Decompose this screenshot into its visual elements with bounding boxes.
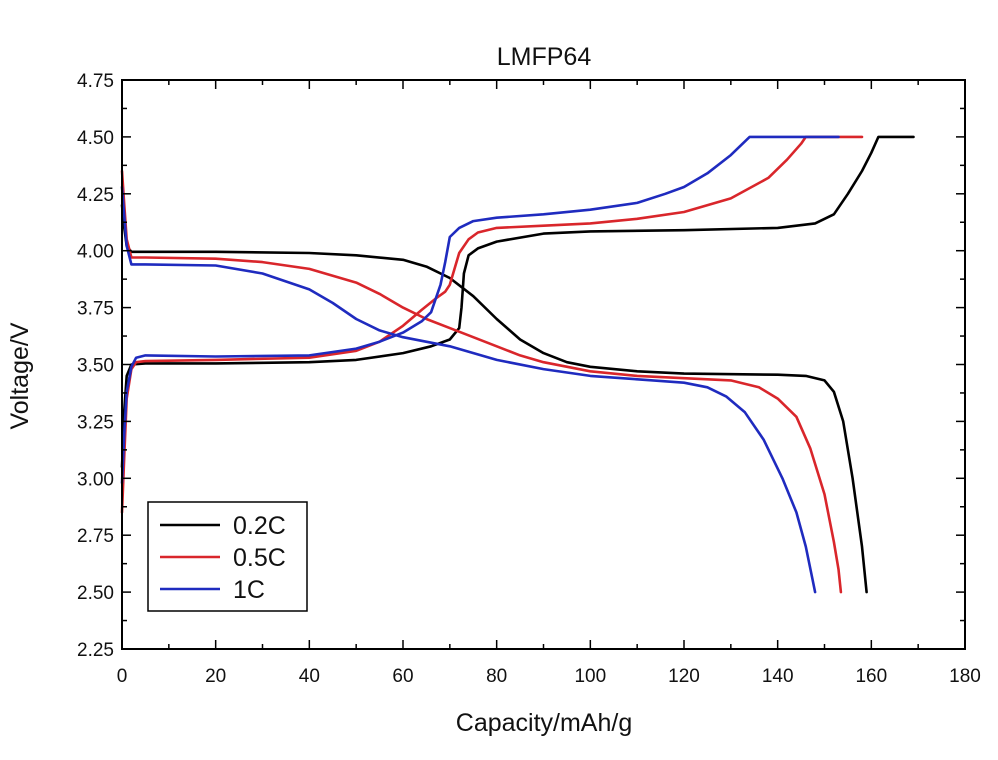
legend-item-0-5c: 0.5C <box>160 544 286 572</box>
y-tick-label: 4.50 <box>77 128 114 149</box>
y-tick-label: 3.75 <box>77 299 114 320</box>
legend-label: 0.2C <box>233 512 286 540</box>
series-0-2c-discharge-line <box>120 203 868 594</box>
x-tick-label: 0 <box>117 666 128 687</box>
x-tick-label: 100 <box>574 666 606 687</box>
series-0-5c-charge-line <box>120 135 864 514</box>
series-1c-discharge-line <box>120 185 817 594</box>
y-tick-label: 3.50 <box>77 356 114 377</box>
series-1c-charge-line <box>120 135 840 485</box>
y-axis-tick-labels: 2.25 2.50 2.75 3.00 3.25 3.50 3.75 4.00 4.25 4.50… <box>77 71 114 661</box>
series-0-2c-charge-line <box>120 135 915 469</box>
legend-item-1c: 1C <box>160 576 265 604</box>
y-tick-label: 2.75 <box>77 526 114 547</box>
y-tick-label: 4.00 <box>77 242 114 263</box>
x-tick-label: 80 <box>486 666 507 687</box>
x-tick-label: 120 <box>668 666 700 687</box>
x-tick-label: 180 <box>949 666 981 687</box>
legend-item-0-2c: 0.2C <box>160 512 286 540</box>
y-tick-label: 3.25 <box>77 412 114 433</box>
x-tick-label: 60 <box>392 666 413 687</box>
y-tick-label: 4.75 <box>77 71 114 92</box>
legend-label: 0.5C <box>233 544 286 572</box>
series-1c <box>120 135 840 594</box>
series-0-5c <box>120 135 864 594</box>
legend: 0.2C 0.5C 1C <box>147 501 308 612</box>
series-layer <box>120 135 915 594</box>
x-axis-tick-labels: 0 20 40 60 80 100 120 140 160 180 <box>117 666 981 687</box>
x-tick-label: 20 <box>205 666 226 687</box>
y-axis-label: Voltage/V <box>6 322 34 429</box>
x-tick-label: 140 <box>762 666 794 687</box>
axis-ticks <box>121 79 966 650</box>
y-tick-label: 4.25 <box>77 185 114 206</box>
x-axis-label: Capacity/mAh/g <box>456 709 632 737</box>
chart-title: LMFP64 <box>497 43 592 71</box>
series-0-2c <box>120 135 915 594</box>
x-tick-label: 40 <box>299 666 320 687</box>
legend-label: 1C <box>233 576 265 604</box>
series-0-5c-discharge-line <box>120 169 843 594</box>
x-tick-label: 160 <box>855 666 887 687</box>
y-tick-label: 2.25 <box>77 640 114 661</box>
y-tick-label: 3.00 <box>77 469 114 490</box>
y-tick-label: 2.50 <box>77 583 114 604</box>
